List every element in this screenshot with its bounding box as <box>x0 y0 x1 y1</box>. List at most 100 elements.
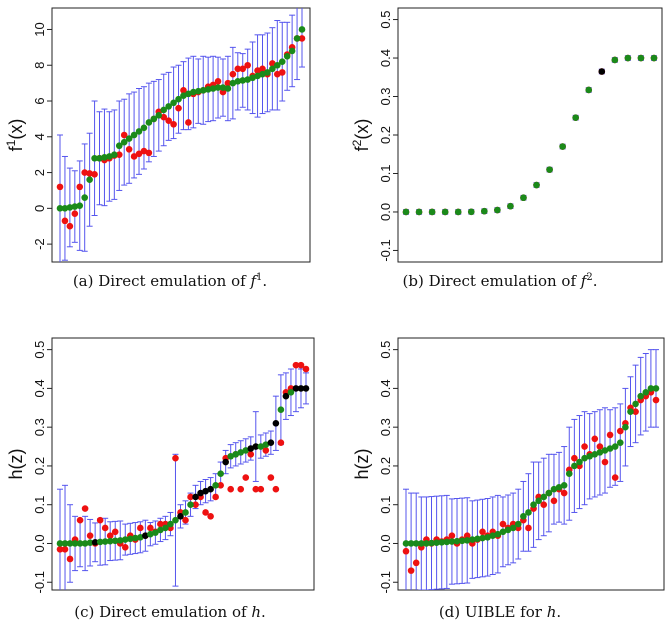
mean-point <box>585 86 593 94</box>
exact-point <box>247 445 255 452</box>
y-tick-label-a: 0 <box>32 205 47 212</box>
mean-point <box>86 539 94 547</box>
plot-frame-b <box>397 7 663 263</box>
observed-point <box>86 170 93 177</box>
mean-point <box>155 112 163 119</box>
observed-point <box>165 117 172 124</box>
mean-point <box>115 142 123 150</box>
exact-point <box>302 385 310 392</box>
observed-point <box>606 431 614 439</box>
mean-point <box>637 54 645 62</box>
mean-point <box>287 388 295 396</box>
y-tick-label-d: 0.1 <box>378 496 393 514</box>
mean-point <box>91 154 98 162</box>
mean-point <box>520 513 527 520</box>
observed-point <box>135 150 143 158</box>
mean-point <box>627 408 634 415</box>
mean-point <box>530 501 537 509</box>
mean-point <box>441 208 449 216</box>
observed-point <box>157 520 164 528</box>
mean-point <box>586 452 593 460</box>
y-axis-label-b: f2(x) <box>350 119 372 152</box>
observed-point <box>463 532 471 540</box>
caption-c: (c) Direct emulation of h. <box>74 603 266 621</box>
mean-point <box>418 540 425 547</box>
mean-point <box>504 526 512 534</box>
mean-point <box>264 69 271 76</box>
observed-point <box>120 131 128 139</box>
mean-point <box>224 85 232 92</box>
mean-point <box>433 539 440 547</box>
observed-point <box>227 485 234 493</box>
observed-point <box>247 451 255 458</box>
observed-point <box>257 485 265 493</box>
mean-point <box>81 194 88 201</box>
mean-point <box>175 95 182 103</box>
y-tick-label-b: 0.2 <box>378 126 393 144</box>
mean-point <box>484 533 491 541</box>
observed-point <box>81 169 88 176</box>
mean-point <box>214 84 222 91</box>
observed-point <box>525 524 532 532</box>
mean-point <box>66 204 74 211</box>
mean-point <box>274 61 281 69</box>
mean-point <box>572 114 579 121</box>
observed-point <box>292 361 300 369</box>
mean-point <box>125 135 133 142</box>
mean-point <box>591 451 599 458</box>
observed-point <box>596 443 604 450</box>
observed-point <box>66 222 74 230</box>
y-tick-label-a: 10 <box>32 22 47 36</box>
mean-point <box>135 128 143 135</box>
y-tick-label-b: 0.0 <box>378 203 393 221</box>
mean-point <box>61 205 69 212</box>
observed-point <box>61 545 69 553</box>
mean-point <box>116 537 124 544</box>
caption-b: (b) Direct emulation of f2. <box>402 272 598 290</box>
y-tick-label-a: 6 <box>32 97 47 104</box>
plot-frame-d <box>397 337 665 591</box>
mean-point <box>525 509 532 516</box>
data-layer-c <box>56 361 310 590</box>
mean-point <box>278 58 286 65</box>
mean-point <box>494 206 501 214</box>
y-tick-label-c: 0.4 <box>32 379 47 397</box>
mean-point <box>76 540 84 547</box>
mean-point <box>170 99 177 107</box>
mean-point <box>120 138 128 146</box>
mean-point <box>428 539 435 547</box>
mean-point <box>217 470 224 477</box>
observed-point <box>81 505 89 512</box>
mean-point <box>71 203 79 210</box>
mean-point <box>101 538 109 545</box>
mean-point <box>520 194 527 202</box>
mean-point <box>550 485 558 493</box>
mean-point <box>219 84 227 91</box>
exact-point <box>197 489 204 497</box>
observed-point <box>86 532 94 540</box>
observed-point <box>298 35 306 42</box>
y-axis-label-a: f1(x) <box>4 119 26 152</box>
mean-point <box>479 534 486 542</box>
observed-point <box>297 361 305 369</box>
mean-point <box>632 400 639 408</box>
mean-point <box>443 538 451 546</box>
y-axis-label-c: h(z) <box>6 449 26 480</box>
y-tick-label-b: -0.1 <box>378 239 393 261</box>
mean-point <box>560 482 568 489</box>
exact-point <box>297 385 305 392</box>
panel-c: -0.1 0.0 0.1 0.2 0.3 0.4 0.5 h(z) <box>6 337 315 593</box>
mean-point <box>187 501 194 509</box>
mean-point <box>234 78 242 85</box>
observed-point <box>229 70 237 78</box>
mean-point <box>494 530 502 538</box>
observed-point <box>262 447 270 454</box>
mean-point <box>269 65 276 73</box>
mean-point <box>514 520 522 528</box>
mean-point <box>76 202 84 209</box>
observed-point <box>56 183 64 191</box>
exact-point <box>207 485 214 493</box>
mean-point <box>546 166 553 173</box>
mean-point <box>172 516 179 524</box>
mean-point <box>650 54 658 62</box>
